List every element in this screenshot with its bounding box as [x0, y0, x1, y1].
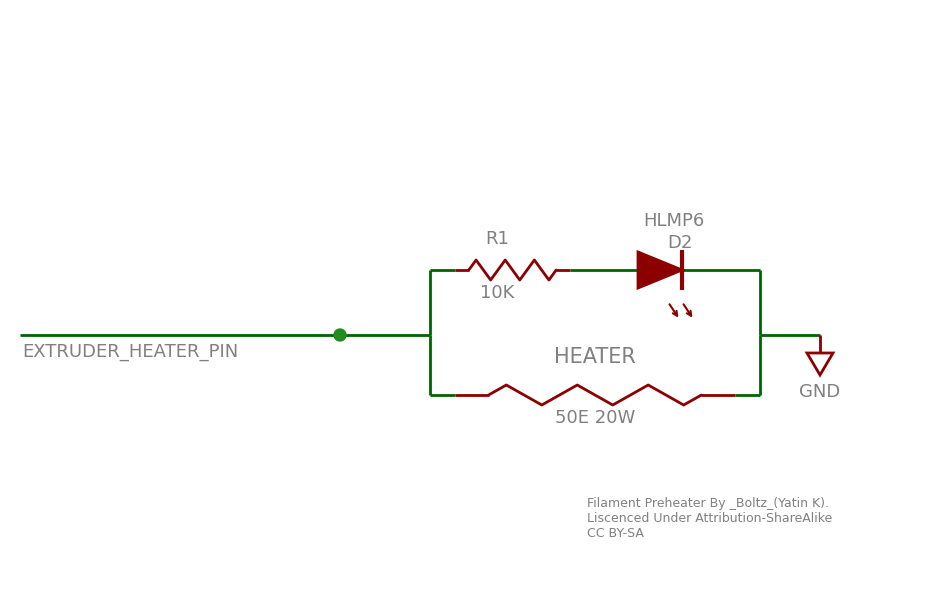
- Text: HLMP6: HLMP6: [644, 212, 704, 230]
- Text: D2: D2: [667, 234, 693, 252]
- Text: GND: GND: [800, 383, 841, 401]
- Text: R1: R1: [486, 230, 509, 248]
- Text: EXTRUDER_HEATER_PIN: EXTRUDER_HEATER_PIN: [22, 343, 238, 361]
- Text: 10K: 10K: [480, 284, 515, 302]
- Text: HEATER: HEATER: [554, 347, 636, 367]
- Text: Filament Preheater By _Boltz_(Yatin K).
Liscenced Under Attribution-ShareAlike
C: Filament Preheater By _Boltz_(Yatin K). …: [587, 497, 832, 540]
- Circle shape: [334, 329, 346, 341]
- Polygon shape: [638, 252, 682, 288]
- Text: 50E 20W: 50E 20W: [555, 409, 635, 427]
